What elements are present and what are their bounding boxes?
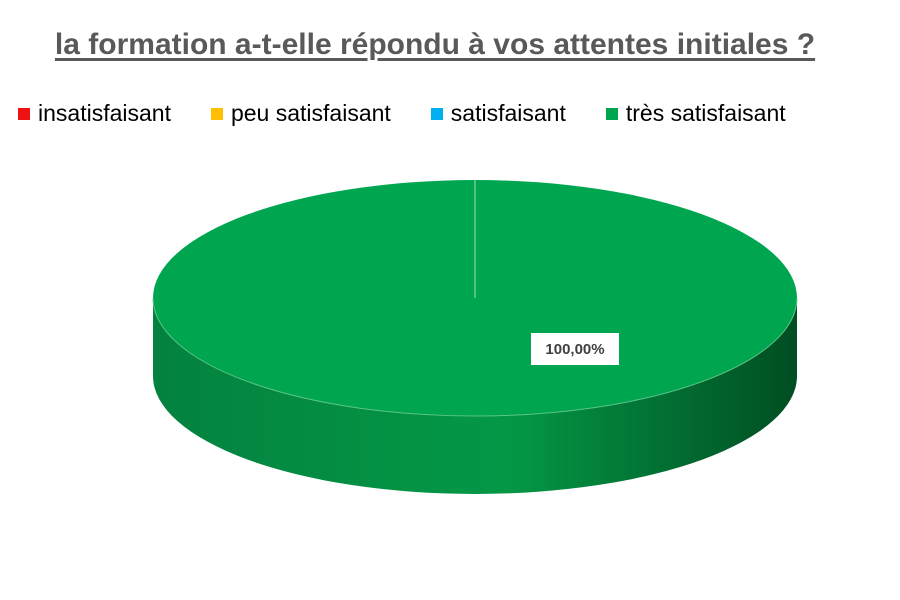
pie-rim bbox=[152, 297, 798, 417]
legend-item-insatisfaisant: insatisfaisant bbox=[18, 100, 171, 127]
legend-item-satisfaisant: satisfaisant bbox=[430, 100, 566, 127]
legend-swatch-peu-satisfaisant bbox=[210, 107, 223, 120]
chart-legend: insatisfaisant peu satisfaisant satisfai… bbox=[18, 100, 878, 127]
pie-side-wall bbox=[153, 298, 797, 494]
legend-label-insatisfaisant: insatisfaisant bbox=[38, 100, 171, 126]
legend-label-peu-satisfaisant: peu satisfaisant bbox=[230, 100, 391, 126]
data-label-box bbox=[531, 333, 619, 365]
legend-label-satisfaisant: satisfaisant bbox=[450, 100, 566, 126]
legend-label-tres-satisfaisant: très satisfaisant bbox=[625, 100, 786, 126]
legend-item-peu-satisfaisant: peu satisfaisant bbox=[210, 100, 391, 127]
pie-layer bbox=[152, 180, 798, 494]
chart-title: la formation a-t-elle répondu à vos atte… bbox=[54, 28, 816, 61]
data-label: 100,00% bbox=[531, 333, 619, 365]
legend-swatch-tres-satisfaisant bbox=[605, 107, 618, 120]
legend-swatch-insatisfaisant bbox=[18, 107, 30, 120]
legend-item-tres-satisfaisant: très satisfaisant bbox=[605, 100, 786, 127]
legend-swatch-satisfaisant bbox=[430, 107, 443, 120]
data-label-text: 100,00% bbox=[545, 341, 604, 358]
